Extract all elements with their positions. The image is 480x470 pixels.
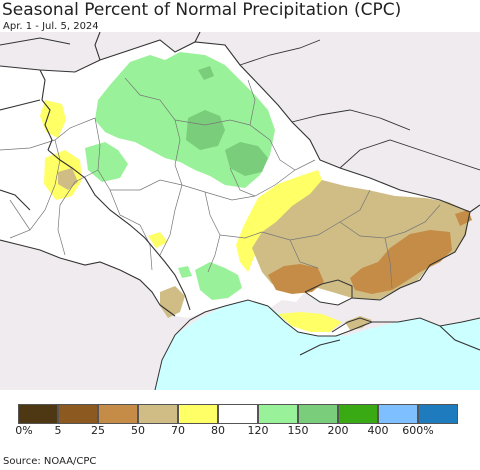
black-sea <box>155 300 480 390</box>
precipitation-map <box>0 32 480 390</box>
legend-swatch <box>138 404 178 424</box>
coastline <box>154 279 480 390</box>
legend-tick-label: 400 <box>367 424 389 437</box>
legend-tick-label: 70 <box>171 424 185 437</box>
legend-tick-label: 80 <box>211 424 225 437</box>
brown-south <box>268 264 324 294</box>
legend-swatch <box>98 404 138 424</box>
green-dark-2 <box>225 142 268 176</box>
green-dark-1 <box>186 110 225 150</box>
green-small <box>178 266 192 278</box>
legend-tick-label: 200 <box>327 424 349 437</box>
oblast-borders <box>0 77 441 289</box>
map-subtitle: Apr. 1 - Jul. 5, 2024 <box>3 21 99 32</box>
neighbour-borders <box>0 37 480 171</box>
source-note: Source: NOAA/CPC <box>3 456 97 467</box>
green-south <box>195 262 242 300</box>
legend-tick-label: 5 <box>54 424 62 437</box>
legend-swatch <box>258 404 298 424</box>
legend-swatch <box>338 404 378 424</box>
legend-swatch <box>378 404 418 424</box>
yellow-crimea <box>278 312 342 332</box>
legend-swatch <box>298 404 338 424</box>
legend-swatch <box>178 404 218 424</box>
green-west <box>85 142 128 182</box>
country-borders <box>0 32 480 356</box>
green-dark-3 <box>198 66 214 80</box>
legend-swatch <box>58 404 98 424</box>
legend-tick-label: 50 <box>131 424 145 437</box>
legend-swatch <box>418 404 458 424</box>
map-title: Seasonal Percent of Normal Precipitation… <box>2 0 402 20</box>
yellow-central <box>148 232 168 248</box>
legend-tick-label: 120 <box>247 424 269 437</box>
legend-swatch <box>18 404 58 424</box>
legend-tick-label: 150 <box>287 424 309 437</box>
legend-tick-label: 600% <box>402 424 434 437</box>
legend-swatch <box>218 404 258 424</box>
brown-east <box>350 230 452 294</box>
legend-tick-label: 25 <box>91 424 105 437</box>
legend-tick-label: 0% <box>15 424 33 437</box>
